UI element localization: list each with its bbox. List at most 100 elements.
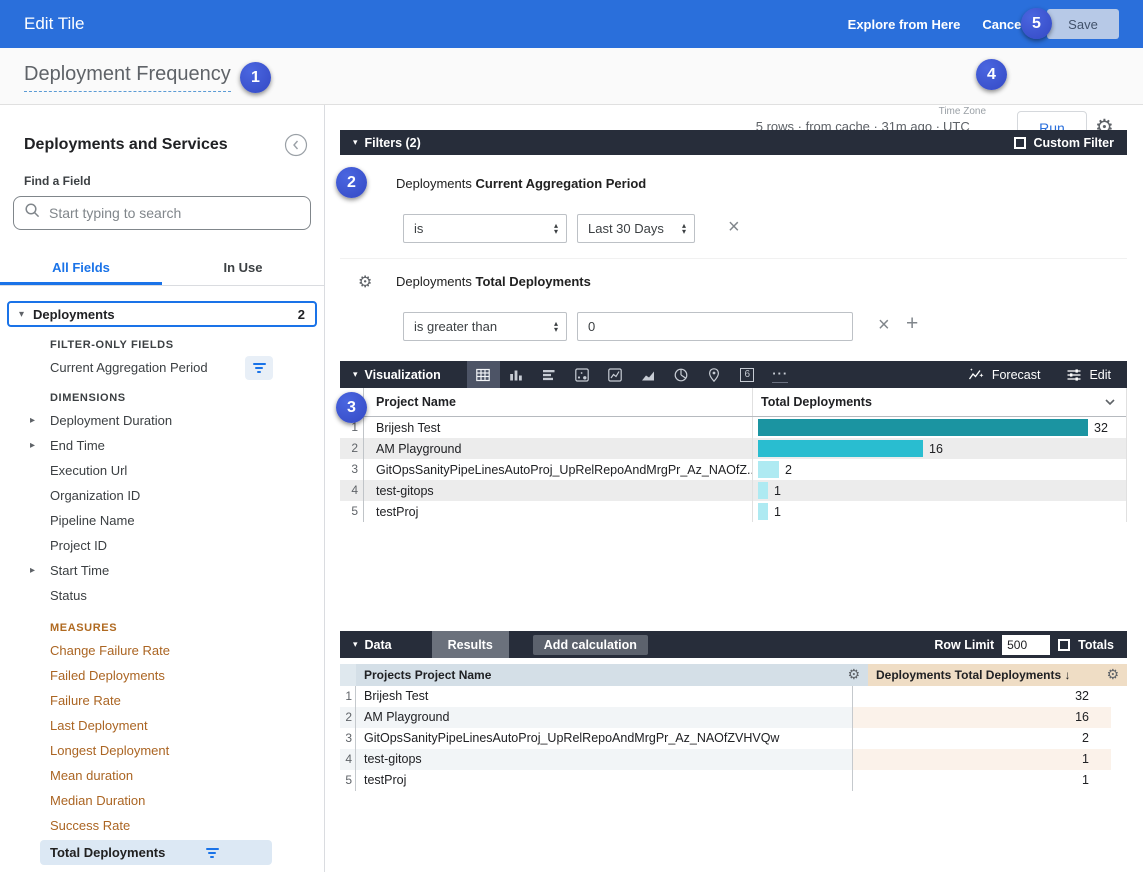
column-gear-icon[interactable]: ⚙	[847, 667, 860, 683]
filter-operator-select[interactable]: is greater than ▴ ▾	[403, 312, 567, 341]
measure-success-rate[interactable]: Success Rate	[50, 818, 131, 833]
top-app-bar: Edit Tile Explore from Here Cancel Save	[0, 0, 1143, 48]
data-table-row[interactable]: 5 testProj 1	[340, 770, 1127, 791]
viz-table-row[interactable]: 1 Brijesh Test 32	[340, 417, 1126, 438]
data-table-row[interactable]: 2 AM Playground 16	[340, 707, 1127, 728]
select-updown-icon: ▴ ▾	[553, 318, 558, 334]
add-filter-icon[interactable]: +	[906, 312, 919, 335]
column-header-project-name[interactable]: Project Name	[376, 395, 456, 409]
data-table: Projects Project Name ⚙ Deployments Tota…	[340, 664, 1127, 791]
totals-checkbox[interactable]	[1058, 638, 1071, 651]
forecast-button[interactable]: Forecast	[968, 367, 1040, 382]
viz-type-map-icon[interactable]	[698, 361, 731, 388]
chevron-down-icon[interactable]	[1104, 395, 1116, 409]
field-execution-url[interactable]: Execution Url	[50, 463, 128, 478]
sidebar-title: Deployments and Services	[24, 136, 228, 153]
measure-change-failure-rate[interactable]: Change Failure Rate	[50, 643, 170, 658]
data-table-row[interactable]: 4 test-gitops 1	[340, 749, 1127, 770]
viz-table-row[interactable]: 2 AM Playground 16	[340, 438, 1126, 459]
expand-caret-icon[interactable]: ▸	[30, 440, 36, 451]
tab-results[interactable]: Results	[431, 631, 509, 658]
collapse-sidebar-icon[interactable]	[284, 133, 308, 157]
measure-last-deployment[interactable]: Last Deployment	[50, 718, 148, 733]
field-start-time[interactable]: ▸ Start Time	[30, 563, 110, 578]
viz-type-column-icon[interactable]	[500, 361, 533, 388]
field-organization-id[interactable]: Organization ID	[50, 488, 141, 503]
collapse-caret-icon[interactable]: ▾	[353, 137, 358, 147]
column-header-deployments-total-deployments[interactable]: Deployments Total Deployments ↓ ⚙	[868, 664, 1127, 686]
measures-header: MEASURES	[50, 622, 118, 634]
field-deployment-duration[interactable]: ▸ Deployment Duration	[30, 413, 173, 428]
collapse-caret-icon[interactable]: ▾	[353, 639, 358, 649]
edit-visualization-button[interactable]: Edit	[1066, 367, 1111, 383]
viz-type-area-icon[interactable]	[632, 361, 665, 388]
tab-all-fields[interactable]: All Fields	[0, 253, 162, 285]
field-current-aggregation-period[interactable]: Current Aggregation Period	[0, 355, 324, 380]
field-pipeline-name[interactable]: Pipeline Name	[50, 513, 135, 528]
annotation-badge-4: 4	[976, 59, 1007, 90]
tab-in-use[interactable]: In Use	[223, 260, 263, 275]
filter-operator-select[interactable]: is ▴ ▾	[403, 214, 567, 243]
measure-median-duration[interactable]: Median Duration	[50, 793, 146, 808]
group-deployments[interactable]: ▾ Deployments 2	[7, 301, 317, 327]
viz-type-scatter-icon[interactable]	[566, 361, 599, 388]
annotation-badge-2: 2	[336, 167, 367, 198]
measure-failure-rate[interactable]: Failure Rate	[50, 693, 121, 708]
viz-bar	[758, 482, 768, 499]
measure-mean-duration[interactable]: Mean duration	[50, 768, 134, 783]
search-input[interactable]	[49, 205, 300, 221]
viz-type-bar-icon[interactable]	[533, 361, 566, 388]
column-gear-icon[interactable]: ⚙	[1106, 667, 1119, 683]
column-header-projects-project-name[interactable]: Projects Project Name ⚙	[356, 664, 868, 686]
field-project-id[interactable]: Project ID	[50, 538, 108, 553]
expand-caret-icon[interactable]: ▸	[30, 565, 36, 576]
select-updown-icon: ▴ ▾	[681, 220, 686, 236]
annotation-badge-5: 5	[1021, 8, 1052, 39]
visualization-table: Project Name Total Deployments 1 Brijesh …	[340, 388, 1127, 522]
tile-title[interactable]: Deployment Frequency	[24, 63, 231, 92]
cancel-button[interactable]: Cancel	[982, 16, 1025, 32]
row-limit-input[interactable]	[1002, 634, 1051, 655]
viz-type-pie-icon[interactable]	[665, 361, 698, 388]
save-button[interactable]: Save	[1047, 9, 1119, 39]
remove-filter-icon[interactable]: ×	[728, 216, 740, 238]
filter-value-input[interactable]	[577, 312, 853, 341]
viz-more-options-icon[interactable]: ···	[772, 366, 789, 383]
annotation-badge-3: 3	[336, 392, 367, 423]
viz-table-row[interactable]: 3 GitOpsSanityPipeLinesAutoProj_UpRelRepo…	[340, 459, 1126, 480]
viz-type-table-icon[interactable]	[466, 361, 500, 388]
measure-total-deployments-selected[interactable]: Total Deployments	[40, 840, 272, 865]
measure-failed-deployments[interactable]: Failed Deployments	[50, 668, 165, 683]
add-calculation-button[interactable]: Add calculation	[532, 634, 648, 655]
field-group-name: Deployments	[396, 274, 472, 289]
filter-icon[interactable]	[198, 841, 226, 865]
visualization-section-bar: ▾ Visualization	[340, 361, 1127, 388]
data-table-row[interactable]: 1 Brijesh Test 32	[340, 686, 1127, 707]
visualization-panel: ▾ Visualization	[340, 361, 1127, 522]
expand-caret-icon[interactable]: ▸	[30, 415, 36, 426]
field-status[interactable]: Status	[50, 588, 87, 603]
row-number-column-header	[340, 664, 356, 686]
data-table-row[interactable]: 3 GitOpsSanityPipeLinesAutoProj_UpRelRepo…	[340, 728, 1127, 749]
filters-section-bar[interactable]: ▾ Filters (2) Custom Filter	[340, 130, 1127, 155]
viz-type-toolbar: 6 ···	[466, 361, 797, 388]
totals-label: Totals	[1078, 637, 1114, 652]
viz-type-single-value-icon[interactable]: 6	[731, 361, 764, 388]
custom-filter-checkbox[interactable]	[1014, 136, 1027, 149]
filters-panel: ▾ Filters (2) Custom Filter Deployments …	[340, 130, 1127, 361]
filter-icon[interactable]	[245, 355, 273, 380]
remove-filter-icon[interactable]: ×	[878, 314, 890, 336]
viz-table-row[interactable]: 4 test-gitops 1	[340, 480, 1126, 501]
filter-value-select[interactable]: Last 30 Days ▴ ▾	[577, 214, 695, 243]
field-end-time[interactable]: ▸ End Time	[30, 438, 105, 453]
group-field-count: 2	[297, 306, 305, 322]
measure-longest-deployment[interactable]: Longest Deployment	[50, 743, 170, 758]
viz-table-row[interactable]: 5 testProj 1	[340, 501, 1126, 522]
collapse-caret-icon[interactable]: ▾	[353, 369, 358, 379]
filter-settings-gear-icon[interactable]: ⚙	[358, 272, 373, 291]
data-panel: ▾ Data Results Add calculation Row Limit…	[340, 631, 1127, 791]
field-search-box[interactable]	[13, 196, 311, 230]
column-header-total-deployments[interactable]: Total Deployments	[752, 388, 1126, 416]
viz-type-line-icon[interactable]	[599, 361, 632, 388]
explore-from-here-button[interactable]: Explore from Here	[847, 16, 961, 32]
